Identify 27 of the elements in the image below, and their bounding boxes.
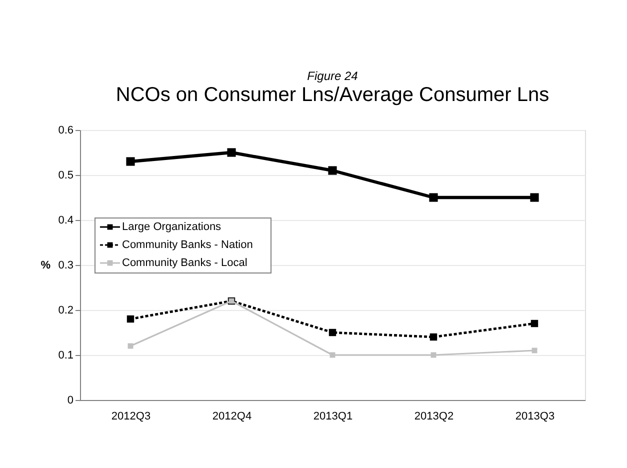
point [430, 333, 438, 341]
x-tick-label: 2013Q2 [414, 410, 454, 422]
y-tick-label: 0.1 [58, 350, 74, 362]
point [126, 315, 134, 323]
y-axis-title: % [40, 260, 51, 272]
x-tick-label: 2012Q3 [111, 410, 151, 422]
point [530, 193, 539, 202]
y-tick-label: 0.4 [58, 214, 74, 226]
point [328, 166, 337, 175]
legend-label: Community Banks - Nation [122, 239, 253, 251]
legend-label: Community Banks - Local [122, 257, 248, 269]
point [126, 157, 135, 166]
chart-title: NCOs on Consumer Lns/Average Consumer Lns [116, 84, 550, 106]
x-tick-label: 2013Q3 [515, 410, 555, 422]
point [530, 320, 538, 328]
x-tick-label: 2013Q1 [313, 410, 353, 422]
y-tick-label: 0 [67, 394, 74, 406]
y-tick-label: 0.3 [58, 260, 74, 272]
point [227, 148, 236, 157]
legend-label: Large Organizations [122, 221, 222, 233]
y-tick-label: 0.5 [58, 170, 74, 182]
y-tick-label: 0.2 [58, 304, 74, 316]
point [429, 193, 438, 202]
y-tick-label: 0.6 [58, 124, 74, 136]
x-tick-label: 2012Q4 [212, 410, 252, 422]
chart-subtitle: Figure 24 [307, 69, 358, 83]
point [328, 328, 336, 336]
